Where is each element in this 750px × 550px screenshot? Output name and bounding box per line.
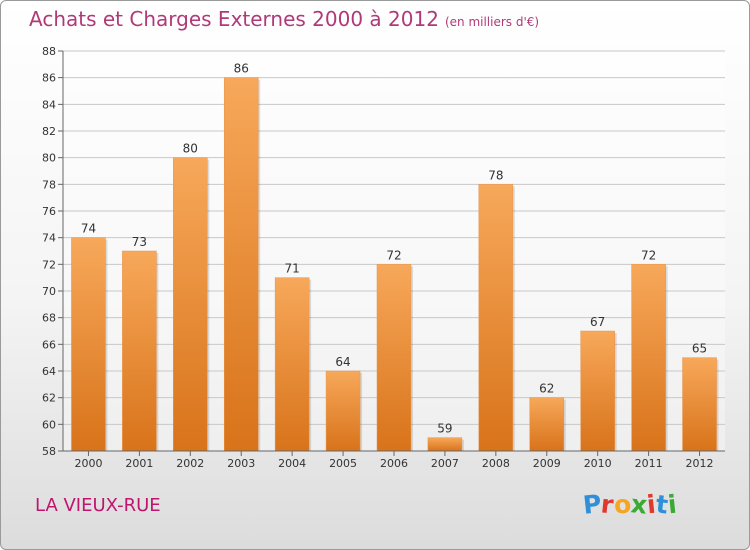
- y-tick-label: 78: [42, 178, 56, 191]
- y-tick-label: 86: [42, 72, 56, 85]
- x-tick-label: 2010: [584, 457, 612, 470]
- bar-value-label: 78: [488, 168, 503, 182]
- y-tick-label: 82: [42, 125, 56, 138]
- bar: [580, 330, 615, 452]
- bar-value-label: 71: [285, 262, 300, 276]
- bar-value-label: 72: [641, 248, 656, 262]
- bar: [274, 277, 310, 452]
- y-tick-label: 88: [42, 45, 56, 58]
- y-tick-label: 58: [42, 445, 56, 458]
- chart-title-text: Achats et Charges Externes 2000 à 2012: [29, 7, 439, 31]
- bar: [122, 250, 157, 452]
- y-tick-label: 80: [42, 152, 56, 165]
- logo-letter: i: [666, 489, 678, 520]
- x-tick-label: 2008: [482, 457, 510, 470]
- bar-value-label: 73: [132, 235, 147, 249]
- bar-value-label: 64: [335, 355, 350, 369]
- y-tick-label: 84: [42, 98, 56, 111]
- y-tick-label: 72: [42, 258, 56, 271]
- x-tick-label: 2007: [431, 457, 459, 470]
- x-tick-label: 2001: [125, 457, 153, 470]
- x-tick-label: 2004: [278, 457, 306, 470]
- bar: [427, 437, 463, 452]
- y-tick-label: 62: [42, 392, 56, 405]
- x-axis: 2000 2001 2002 2003 2004 2005 2006 2007 2008 2009…: [63, 450, 725, 470]
- y-tick-label: 70: [42, 285, 56, 298]
- bar: [71, 237, 106, 452]
- x-tick-label: 2002: [176, 457, 204, 470]
- x-tick-label: 2005: [329, 457, 357, 470]
- proxiti-logo[interactable]: Proxiti: [582, 489, 678, 520]
- y-tick-label: 64: [42, 365, 56, 378]
- bars: 74 73 80 86 71 64 72 59 78 62 67 72 65: [71, 62, 719, 452]
- bar-value-label: 80: [183, 142, 198, 156]
- bar-value-label: 67: [590, 315, 605, 329]
- x-tick-label: 2011: [635, 457, 663, 470]
- x-tick-label: 2012: [686, 457, 714, 470]
- chart-title: Achats et Charges Externes 2000 à 2012 (e…: [29, 7, 539, 31]
- bar-value-label: 72: [386, 248, 401, 262]
- bar-value-label: 65: [692, 342, 707, 356]
- x-tick-label: 2009: [533, 457, 561, 470]
- bar-value-label: 74: [81, 222, 96, 236]
- bar: [631, 264, 666, 452]
- y-tick-label: 74: [42, 232, 56, 245]
- bar: [325, 370, 361, 452]
- bar-value-label: 59: [437, 422, 452, 436]
- bar: [682, 357, 717, 452]
- bar: [223, 77, 259, 452]
- x-tick-label: 2006: [380, 457, 408, 470]
- bar-value-label: 86: [234, 62, 249, 76]
- bar: [173, 157, 208, 452]
- chart-subtitle: (en milliers d'€): [444, 15, 540, 29]
- x-tick-label: 2003: [227, 457, 255, 470]
- x-tick-label: 2000: [74, 457, 102, 470]
- bar: [529, 397, 565, 452]
- y-axis: 58 60 62 64 66 68 70 72 74 76 78 80 82 84 86 88: [42, 45, 64, 458]
- y-tick-label: 66: [42, 338, 56, 351]
- y-tick-label: 68: [42, 312, 56, 325]
- commune-name: LA VIEUX-RUE: [35, 495, 161, 516]
- bar-value-label: 62: [539, 382, 554, 396]
- y-tick-label: 76: [42, 205, 56, 218]
- y-tick-label: 60: [42, 418, 56, 431]
- bar: [376, 264, 412, 452]
- bar: [478, 184, 514, 452]
